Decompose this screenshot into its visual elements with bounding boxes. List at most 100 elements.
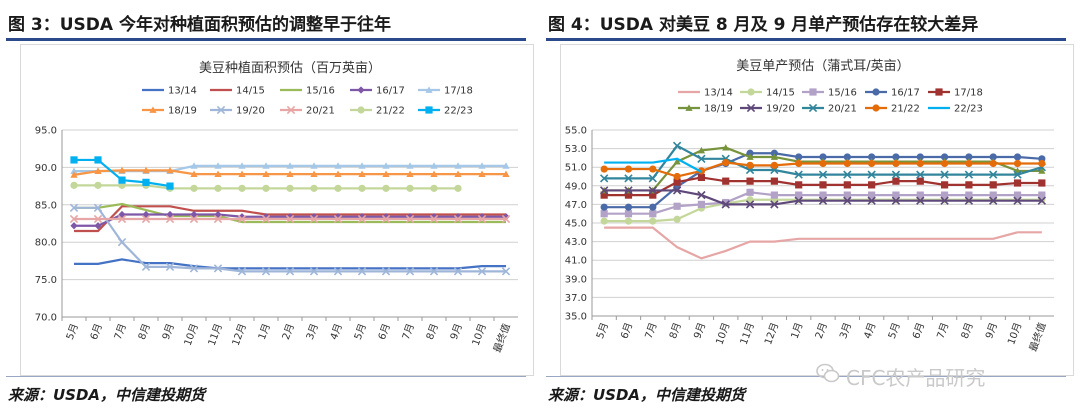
data-point <box>818 196 828 205</box>
data-point <box>1038 179 1046 187</box>
data-point <box>673 158 681 165</box>
data-point <box>916 170 925 179</box>
data-point <box>70 156 78 164</box>
x-tick-label: 6月 <box>376 322 393 341</box>
data-point <box>406 184 414 192</box>
data-point <box>237 214 247 224</box>
data-point <box>891 170 901 179</box>
data-point <box>358 170 366 178</box>
data-point <box>382 184 390 192</box>
data-point <box>819 191 827 199</box>
legend-label: 17/18 <box>954 88 983 99</box>
data-point <box>285 267 295 276</box>
y-tick-label: 90.0 <box>35 163 57 174</box>
source-divider <box>6 376 526 377</box>
data-point <box>600 203 608 211</box>
data-point <box>624 165 633 173</box>
data-point <box>334 170 342 178</box>
data-point <box>453 267 463 276</box>
data-point <box>406 170 414 178</box>
data-point <box>430 170 438 178</box>
y-tick-label: 43.0 <box>565 237 587 248</box>
x-tick-label: 8月 <box>136 322 153 341</box>
legend-label: 18/19 <box>168 106 197 117</box>
data-point <box>477 267 487 276</box>
data-point <box>989 181 997 189</box>
x-tick-label: 10月 <box>714 321 733 346</box>
data-point <box>238 162 246 169</box>
data-point <box>746 149 754 157</box>
data-point <box>262 162 270 169</box>
x-tick-label: 3月 <box>837 321 854 340</box>
legend-marker <box>357 86 365 94</box>
data-point <box>190 162 198 169</box>
data-point <box>285 214 295 224</box>
data-point <box>965 181 973 189</box>
data-point <box>70 171 78 178</box>
data-point <box>286 162 294 169</box>
data-point <box>989 153 997 161</box>
y-tick-label: 70.0 <box>35 313 57 324</box>
data-point <box>166 166 174 174</box>
x-tick-label: 12月 <box>762 321 781 346</box>
data-point <box>673 178 681 186</box>
data-point <box>118 176 126 184</box>
legend-marker <box>935 88 943 96</box>
data-point <box>93 214 103 224</box>
data-point <box>357 214 367 224</box>
data-point <box>916 177 924 185</box>
data-point <box>648 186 657 195</box>
series-line-13/14 <box>604 226 1042 260</box>
data-point <box>381 214 391 224</box>
data-point <box>213 214 223 224</box>
data-point <box>238 184 246 192</box>
data-point <box>868 153 876 161</box>
figure-3-title: 图 3：USDA 今年对种植面积预估的调整早于往年 <box>8 15 391 35</box>
data-point <box>1013 159 1022 168</box>
data-point <box>989 159 997 168</box>
y-tick-label: 35.0 <box>565 312 587 323</box>
data-point <box>672 186 682 195</box>
data-point <box>310 170 318 178</box>
x-tick-label: 10月 <box>470 322 489 347</box>
legend-label: 15/16 <box>828 88 857 99</box>
x-tick-label: 9月 <box>691 321 708 340</box>
data-point <box>673 202 681 210</box>
data-point <box>697 190 706 200</box>
y-tick-label: 39.0 <box>565 274 587 285</box>
data-point <box>795 153 803 161</box>
data-point <box>430 162 438 169</box>
data-point <box>940 196 949 205</box>
x-tick-label: 4月 <box>862 321 879 340</box>
y-tick-label: 45.0 <box>565 219 587 230</box>
data-point <box>649 217 657 225</box>
data-point <box>477 214 487 224</box>
data-point <box>648 174 657 183</box>
data-point <box>795 191 803 199</box>
legend-marker <box>149 106 157 113</box>
data-point <box>892 177 900 185</box>
y-tick-label: 49.0 <box>565 181 587 192</box>
legend-label: 19/20 <box>236 106 265 117</box>
x-tick-label: 最终值 <box>1026 321 1048 354</box>
data-point <box>117 238 127 247</box>
y-tick-label: 53.0 <box>565 144 587 155</box>
y-tick-label: 41.0 <box>565 256 587 267</box>
data-point <box>819 153 827 161</box>
source-divider <box>546 376 1066 377</box>
data-point <box>502 170 510 178</box>
data-point <box>843 196 852 205</box>
chart-title: 美豆种植面积预估（百万英亩） <box>199 60 381 76</box>
legend-marker <box>747 88 755 96</box>
data-point <box>406 162 414 169</box>
data-point <box>334 184 342 192</box>
data-point <box>745 200 755 209</box>
chart-frame-right <box>560 44 1074 376</box>
y-tick-label: 80.0 <box>35 238 57 249</box>
data-point <box>940 181 949 189</box>
y-tick-label: 51.0 <box>565 163 587 174</box>
data-point <box>141 214 151 224</box>
figure-4-source: 来源：USDA，中信建投期货 <box>548 386 746 404</box>
y-tick-label: 75.0 <box>35 275 57 286</box>
data-point <box>261 267 271 276</box>
